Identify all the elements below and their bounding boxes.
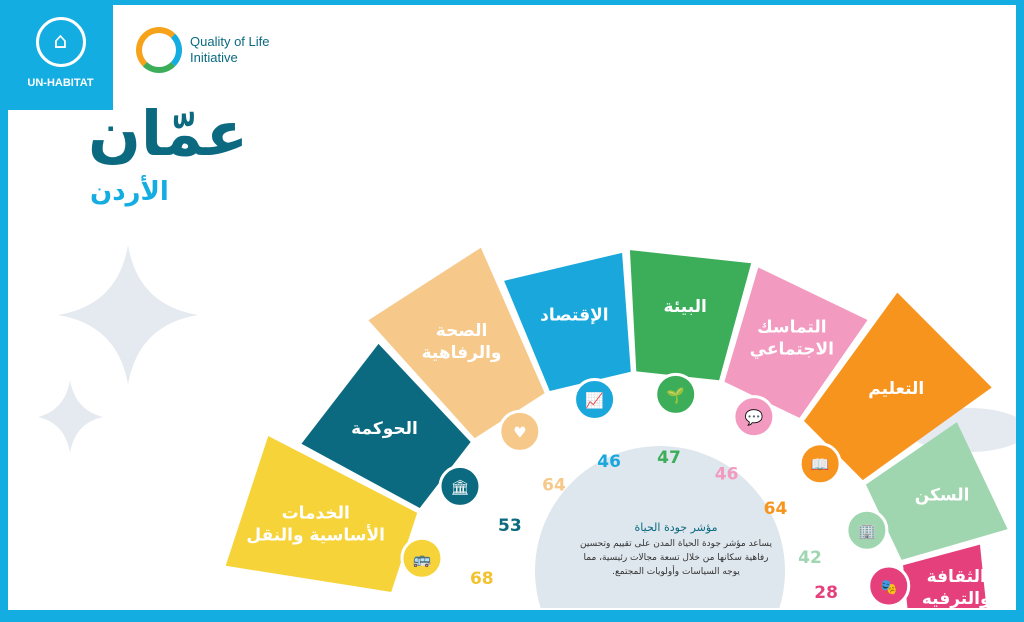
domain-label: الصحة والرفاهية [422, 321, 502, 363]
domain-score: 28 [814, 583, 838, 603]
sprout-icon [654, 372, 698, 416]
building-icon-glyph: 🏢 [858, 522, 877, 540]
center-circle [535, 446, 785, 608]
bus-icon-glyph: 🚌 [413, 550, 432, 568]
domain-segment[interactable] [368, 247, 545, 439]
domain-label: الخدمات الأساسية والنقل [246, 503, 385, 545]
chart-icon-glyph: 📈 [585, 391, 604, 409]
un-habitat-text: UN-HABITAT [27, 77, 94, 89]
heart-plus-icon-glyph: ♥ [513, 423, 526, 441]
star-large [58, 245, 198, 385]
book-icon-glyph: 📖 [811, 456, 830, 474]
domain-label: السكن [915, 486, 970, 506]
chat-icon-glyph: 💬 [745, 409, 764, 427]
infographic: ⌂ UN-HABITAT Quality of Life Initiative ع… [8, 5, 1016, 610]
bank-icon-glyph: 🏛 [450, 478, 469, 496]
domain-label: التماسك الاجتماعي [750, 318, 834, 360]
domain-score: 42 [798, 548, 822, 568]
info-body: يساعد مؤشر جودة الحياة المدن على تقييم و… [580, 539, 772, 577]
building-icon [845, 508, 889, 552]
heart-plus-icon [498, 409, 542, 453]
qol-line2: Initiative [190, 50, 238, 65]
chart-icon [573, 377, 617, 421]
domain-label: التعليم [868, 379, 924, 399]
domain-score: 68 [470, 569, 494, 589]
bus-icon [400, 536, 444, 580]
info-heading: مؤشر جودة الحياة [634, 521, 718, 534]
domain-score: 47 [657, 448, 681, 468]
domain-label: الثقافة والترفيه [922, 567, 991, 609]
star-small [38, 380, 103, 453]
qol-logo: Quality of Life Initiative [136, 27, 270, 73]
un-emblem-icon: ⌂ [35, 17, 86, 67]
chat-icon [732, 395, 776, 439]
domain-label: الإقتصاد [540, 305, 608, 325]
domain-label: البيئة [664, 297, 707, 317]
domain-score: 46 [715, 464, 739, 484]
domain-segment[interactable] [903, 544, 987, 608]
domain-segment[interactable] [301, 343, 471, 508]
domain-segment[interactable] [629, 250, 752, 381]
info-panel: مؤشر جودة الحياة يساعد مؤشر جودة الحياة … [576, 521, 776, 579]
country-subtitle: الأردن [90, 177, 169, 207]
book-icon [798, 442, 842, 486]
domain-segment[interactable] [724, 267, 868, 418]
domain-wheel: الخدمات الأساسية والنقل 🚌 68 الحوكمة 🏛 53 الصحة… [225, 247, 1008, 609]
domain-score: 46 [597, 452, 621, 472]
domain-segment[interactable] [803, 292, 992, 481]
domain-score: 64 [764, 499, 788, 519]
domain-segment[interactable] [225, 435, 418, 593]
masks-icon [867, 564, 911, 608]
domain-score: 64 [542, 475, 566, 495]
qol-emblem-icon [136, 27, 182, 73]
domain-segment[interactable] [504, 252, 631, 391]
un-habitat-logo: ⌂ UN-HABITAT [8, 5, 113, 110]
city-title: عمّان [88, 97, 249, 170]
domain-segment[interactable] [865, 422, 1008, 560]
sprout-icon-glyph: 🌱 [666, 386, 685, 404]
domain-label: الحوكمة [351, 419, 418, 439]
bank-icon [438, 464, 482, 508]
qol-line1: Quality of Life [190, 34, 270, 49]
domain-score: 53 [498, 516, 522, 536]
masks-icon-glyph: 🎭 [879, 578, 898, 596]
